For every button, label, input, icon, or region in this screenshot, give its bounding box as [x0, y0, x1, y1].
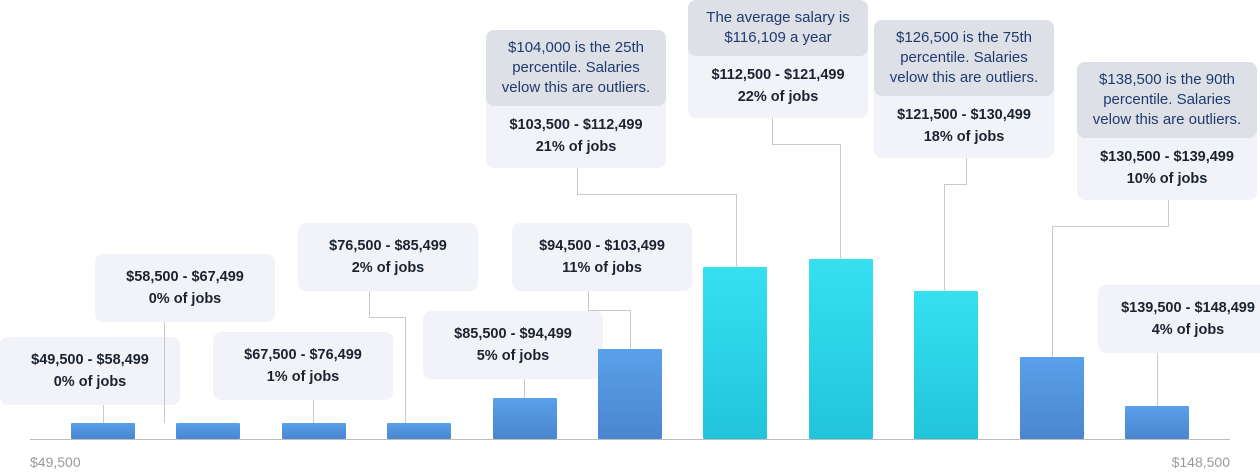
bar-8: [808, 258, 873, 439]
bin-percent-label-4: 2% of jobs: [351, 260, 425, 276]
leader-connector-10: [1052, 226, 1169, 227]
leader-connector-7: [577, 194, 737, 195]
leader-line-3: [313, 400, 314, 423]
leader-line-2: [164, 322, 165, 423]
leader-line-7: [577, 168, 578, 194]
bin-range-label-6: $94,500 - $103,499: [539, 238, 665, 254]
bin-note-10: $138,500 is the 90th percentile. Salarie…: [1077, 62, 1257, 138]
x-axis-end-label: $148,500: [1171, 454, 1230, 470]
leader-line-11: [1157, 353, 1158, 407]
bin-range-label-7: $103,500 - $112,499: [509, 117, 643, 133]
leader-line-4: [369, 291, 370, 317]
leader-drop-7: [736, 194, 737, 267]
bar-3: [281, 423, 346, 439]
leader-drop-10: [1052, 226, 1053, 357]
bin-range-label-8: $112,500 - $121,499: [711, 67, 845, 83]
bin-label-card-6: $94,500 - $103,499 11% of jobs: [512, 223, 692, 291]
leader-line-1: [103, 405, 104, 423]
bar-2: [176, 423, 241, 439]
bin-label-card-9: $126,500 is the 75th percentile. Salarie…: [874, 20, 1054, 158]
bin-percent-label-5: 5% of jobs: [476, 348, 550, 364]
bin-percent-label-2: 0% of jobs: [148, 291, 222, 307]
bin-note-9: $126,500 is the 75th percentile. Salarie…: [874, 20, 1054, 96]
leader-drop-6: [630, 310, 631, 349]
leader-connector-4: [369, 317, 406, 318]
bin-range-label-3: $67,500 - $76,499: [244, 347, 362, 363]
bar-11: [1125, 406, 1189, 439]
leader-line-10: [1168, 200, 1169, 226]
leader-line-9: [966, 158, 967, 184]
x-axis-start-label: $49,500: [30, 454, 81, 470]
x-axis-line: [30, 439, 1230, 440]
bin-label-card-7: $104,000 is the 25th percentile. Salarie…: [486, 30, 666, 168]
bin-range-label-5: $85,500 - $94,499: [454, 326, 572, 342]
bin-label-card-4: $76,500 - $85,499 2% of jobs: [298, 223, 478, 291]
bin-label-card-3: $67,500 - $76,499 1% of jobs: [213, 332, 393, 400]
bin-label-card-1: $49,500 - $58,499 0% of jobs: [0, 337, 180, 405]
bin-note-7: $104,000 is the 25th percentile. Salarie…: [486, 30, 666, 106]
leader-drop-8: [840, 144, 841, 259]
bar-5: [492, 398, 557, 439]
bin-range-label-9: $121,500 - $130,499: [897, 107, 1031, 123]
bin-range-label-2: $58,500 - $67,499: [126, 269, 244, 285]
bin-label-card-11: $139,500 - $148,499 4% of jobs: [1098, 285, 1260, 353]
bin-note-8: The average salary is $116,109 a year: [688, 0, 868, 56]
bin-percent-label-8: 22% of jobs: [737, 89, 819, 105]
bin-percent-label-9: 18% of jobs: [923, 129, 1005, 145]
leader-connector-8: [772, 144, 841, 145]
bar-1: [71, 423, 135, 439]
leader-connector-9: [944, 184, 967, 185]
bin-range-label-11: $139,500 - $148,499: [1121, 300, 1255, 316]
bin-label-card-10: $138,500 is the 90th percentile. Salarie…: [1077, 62, 1257, 200]
leader-line-6: [588, 291, 589, 310]
bin-range-label-4: $76,500 - $85,499: [329, 238, 447, 254]
bin-percent-label-6: 11% of jobs: [562, 260, 642, 276]
leader-line-5: [524, 379, 525, 398]
leader-drop-9: [944, 184, 945, 292]
bin-label-card-8: The average salary is $116,109 a year $11…: [688, 0, 868, 118]
bar-4: [387, 422, 452, 439]
bar-7: [703, 266, 768, 439]
bar-6: [598, 348, 662, 439]
bin-range-label-1: $49,500 - $58,499: [31, 352, 149, 368]
bin-percent-label-10: 10% of jobs: [1126, 171, 1208, 187]
leader-connector-6: [588, 310, 631, 311]
bin-label-card-5: $85,500 - $94,499 5% of jobs: [423, 311, 603, 379]
bin-percent-label-7: 21% of jobs: [535, 139, 617, 155]
bin-label-card-2: $58,500 - $67,499 0% of jobs: [95, 254, 275, 322]
bin-percent-label-1: 0% of jobs: [53, 374, 127, 390]
bin-percent-label-3: 1% of jobs: [266, 369, 340, 385]
bar-10: [1019, 357, 1084, 439]
bin-percent-label-11: 4% of jobs: [1151, 322, 1225, 338]
leader-drop-4: [405, 317, 406, 423]
bar-9: [914, 291, 979, 439]
bin-range-label-10: $130,500 - $139,499: [1100, 149, 1234, 165]
leader-line-8: [772, 118, 773, 144]
